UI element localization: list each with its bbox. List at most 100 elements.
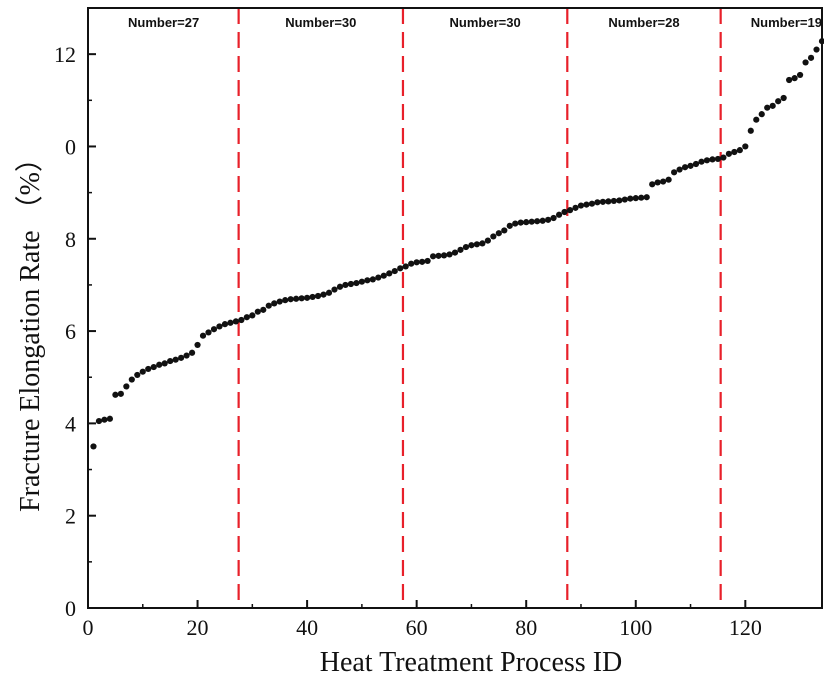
data-point [419,258,426,265]
data-point [331,286,338,293]
data-point [238,316,245,324]
data-point [336,283,344,290]
data-point [457,246,464,253]
data-point [654,179,661,186]
data-point [479,240,486,247]
y-tick-label: 12 [54,42,76,67]
y-tick-label: 4 [65,411,76,436]
data-point [276,298,283,305]
region-count-label: Number=30 [285,15,356,30]
data-point [561,208,568,216]
data-point [703,157,711,164]
data-point [95,417,103,425]
data-point [249,312,256,319]
region-dividers [237,8,722,608]
data-point [161,360,168,367]
data-point [490,233,497,240]
data-point [681,164,689,171]
data-point [539,217,546,224]
data-point [402,263,409,270]
data-point [309,293,316,301]
data-points [90,38,824,450]
data-point [807,54,815,61]
data-point [802,59,809,66]
data-point [134,371,141,379]
data-point [314,292,322,300]
data-point [90,443,97,450]
data-point [413,259,420,266]
data-point [320,291,327,298]
data-point [506,222,513,229]
data-point [364,277,371,284]
data-point [736,147,743,154]
data-point [484,237,491,244]
data-point [101,416,108,423]
x-axis-title: Heat Treatment Process ID [320,647,623,678]
data-point [112,391,119,398]
data-point [627,195,634,202]
data-point [643,194,650,201]
data-point [621,196,628,203]
data-point [588,200,596,207]
data-point [462,243,470,251]
data-point [577,202,585,209]
data-point [692,160,700,168]
data-point [649,181,656,188]
data-point [769,102,776,109]
x-tick-label: 0 [83,615,94,640]
data-point [435,252,442,259]
y-tick-label: 0 [65,596,76,621]
data-point [671,169,678,176]
x-tick-label: 100 [619,615,652,640]
data-point [424,257,431,265]
data-point [117,390,124,397]
data-point [183,352,190,359]
data-point [687,162,694,169]
data-point [446,251,453,258]
data-point [210,326,218,333]
data-point [106,415,114,422]
x-tick-label: 20 [187,615,209,640]
data-point [545,216,552,223]
data-point [572,204,579,211]
region-count-label: Number=19 [751,15,822,30]
data-point [282,297,289,304]
data-point [358,278,365,285]
data-point [555,211,563,218]
data-point [473,241,481,248]
data-point [380,272,387,279]
y-tick-label: 6 [65,319,76,344]
data-point [199,332,207,339]
data-point [786,76,793,84]
data-point [386,270,393,277]
data-point [139,368,146,375]
data-point [501,227,508,234]
data-point [298,295,305,302]
data-point [342,281,349,289]
data-point [408,260,415,267]
data-point [599,198,606,205]
data-point [304,294,311,301]
data-point [265,302,272,309]
data-point [594,199,601,206]
data-point [747,127,754,134]
y-axis-title: Fracture Elongation Rate （%） [14,144,46,512]
x-tick-label: 120 [729,615,762,640]
data-point [791,75,798,82]
data-point [287,296,294,303]
data-point [468,242,475,249]
x-tick-label: 60 [406,615,428,640]
data-point [188,349,196,356]
data-point [725,150,732,157]
data-point [605,198,612,205]
data-point [145,365,152,373]
data-point [528,218,535,225]
data-point [205,329,212,336]
data-point [731,148,738,156]
data-point [523,219,530,226]
data-point [227,319,234,326]
data-point [720,154,727,161]
data-point [709,156,716,163]
data-point [325,289,333,296]
